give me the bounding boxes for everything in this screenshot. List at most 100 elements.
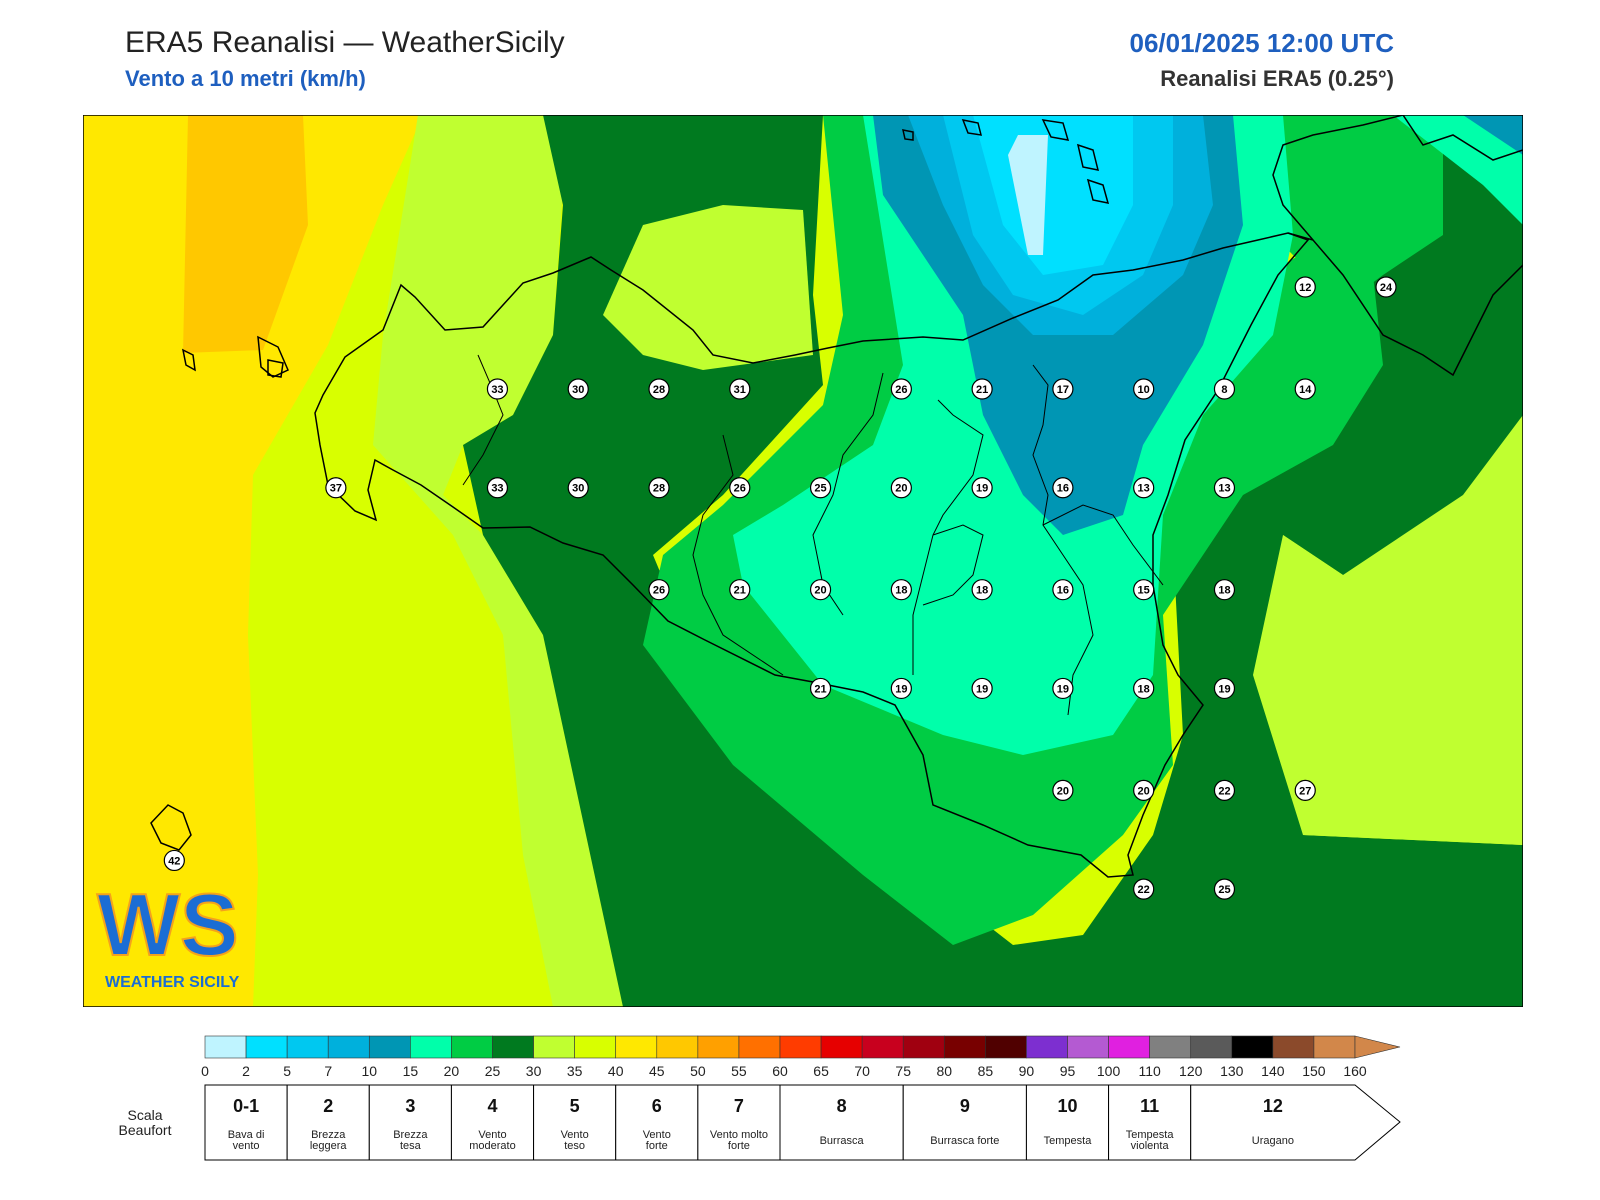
station-value: 22 (1218, 785, 1230, 797)
station-marker: 18 (890, 579, 912, 601)
colorbar-tick-label: 65 (813, 1063, 829, 1079)
colorbar-cell (943, 1035, 986, 1059)
station-value: 26 (653, 585, 665, 597)
station-value: 31 (734, 384, 746, 396)
valid-datetime: 06/01/2025 12:00 UTC (1129, 28, 1394, 58)
station-value: 20 (814, 585, 826, 597)
colorbar-tick-label: 20 (444, 1063, 460, 1079)
colorbar-tick-label: 80 (936, 1063, 952, 1079)
beaufort-name: Brezza leggera (310, 1129, 348, 1152)
station-values: 33 30 28 31 26 21 17 10 8 14 12 24 37 33 30 28 26 25 20 19 1… (163, 276, 1397, 900)
station-value: 42 (168, 855, 180, 867)
station-value: 19 (1057, 683, 1069, 695)
beaufort-force: 0-1 (233, 1096, 259, 1116)
station-circle (729, 579, 751, 601)
beaufort-name: Tempesta violenta (1126, 1129, 1175, 1152)
station-value: 33 (491, 384, 503, 396)
station-marker: 27 (1294, 779, 1316, 801)
station-marker: 21 (971, 378, 993, 400)
colorbar-cell (820, 1035, 863, 1059)
station-circle (1294, 779, 1316, 801)
colorbar-cell (327, 1035, 370, 1059)
colorbar-tick-label: 130 (1220, 1063, 1244, 1079)
station-marker: 14 (1294, 378, 1316, 400)
station-circle (325, 477, 347, 499)
beaufort-name: Vento molto forte (710, 1129, 768, 1152)
station-circle (486, 378, 509, 400)
station-circle (809, 677, 832, 700)
colorbar-tick-label: 60 (772, 1063, 788, 1079)
beaufort-force: 3 (405, 1096, 415, 1116)
station-circle (1133, 779, 1155, 801)
station-value: 28 (653, 483, 665, 495)
colorbar-cell (1149, 1035, 1192, 1059)
station-marker: 22 (1133, 878, 1155, 900)
station-marker: 20 (809, 579, 832, 601)
beaufort-classes: 0-1 Bava di vento 2 Brezza leggera 3 Brezza tesa… (204, 1084, 1401, 1161)
station-value: 28 (653, 384, 665, 396)
station-marker: 13 (1133, 477, 1155, 499)
station-marker: 26 (890, 378, 912, 400)
beaufort-cell (1108, 1084, 1192, 1161)
station-marker: 10 (1133, 378, 1155, 400)
station-marker: 24 (1375, 276, 1397, 298)
station-marker: 28 (648, 477, 670, 499)
station-value: 18 (895, 585, 907, 597)
colorbar-cell (738, 1035, 781, 1059)
beaufort-cell (615, 1084, 699, 1161)
station-value: 33 (491, 483, 503, 495)
colorbar-tick-label: 50 (690, 1063, 706, 1079)
weathersicily-logo: WS WEATHER SICILY (96, 874, 240, 991)
station-value: 21 (976, 384, 988, 396)
colorbar-tick-label: 0 (201, 1063, 209, 1079)
station-value: 26 (895, 384, 907, 396)
colorbar-cell (1272, 1035, 1315, 1059)
station-value: 16 (1057, 585, 1069, 597)
station-marker: 19 (890, 677, 912, 700)
station-circle (971, 378, 993, 400)
colorbar-cell (902, 1035, 945, 1059)
station-value: 13 (1138, 483, 1150, 495)
station-value: 19 (976, 483, 988, 495)
coastline (150, 115, 1523, 878)
station-circle (1052, 579, 1074, 601)
station-circle (890, 477, 912, 499)
colorbar-cell (1026, 1035, 1068, 1059)
station-circle (1052, 779, 1074, 801)
beaufort-name: Brezza tesa (393, 1129, 428, 1152)
beaufort-force: 7 (734, 1096, 744, 1116)
colorbar-cell (492, 1035, 534, 1059)
beaufort-scale: 0-1 Bava di vento 2 Brezza leggera 3 Brezza tesa… (204, 1084, 1401, 1161)
colorbar-tick-label: 160 (1343, 1063, 1367, 1079)
beaufort-cell (450, 1084, 535, 1161)
beaufort-cell (697, 1084, 781, 1161)
station-value: 25 (1218, 884, 1230, 896)
colorbar-tick-label: 150 (1302, 1063, 1326, 1079)
station-value: 20 (895, 483, 907, 495)
station-marker: 26 (729, 477, 751, 499)
station-marker: 30 (567, 378, 589, 400)
station-circle (1213, 677, 1236, 700)
colorbar-cell (286, 1035, 329, 1059)
colorbar-cell (1067, 1035, 1109, 1059)
station-value: 10 (1138, 384, 1150, 396)
station-marker: 25 (1213, 878, 1236, 900)
beaufort-cell (779, 1084, 904, 1161)
station-marker: 21 (809, 677, 832, 700)
colorbar-cell (204, 1035, 247, 1059)
beaufort-force: 5 (570, 1096, 580, 1116)
station-marker: 37 (325, 477, 347, 499)
station-circle (809, 477, 832, 499)
station-circle (163, 849, 185, 872)
colorbar: 0 2 5 7 10 15 20 25 30 35 40 45 50 55 60 65 70 75 80 85 90 95… (201, 1035, 1401, 1079)
station-value: 22 (1138, 884, 1150, 896)
station-marker: 31 (729, 378, 751, 400)
beaufort-class: 0-1 Bava di vento (204, 1084, 288, 1161)
map-subtitle: Vento a 10 metri (km/h) (125, 66, 366, 91)
station-marker: 26 (648, 579, 670, 601)
colorbar-tick-label: 70 (854, 1063, 870, 1079)
station-value: 19 (1218, 683, 1230, 695)
station-circle (648, 579, 670, 601)
colorbar-tick-label: 75 (895, 1063, 911, 1079)
station-circle (1213, 579, 1236, 601)
